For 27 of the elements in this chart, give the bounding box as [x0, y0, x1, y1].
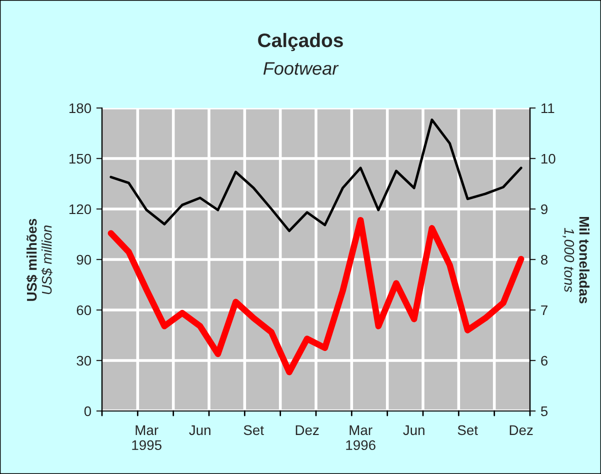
y2-tick-label: 9: [541, 204, 548, 214]
chart-subtitle: Footwear: [263, 62, 339, 75]
x-tick-label: Dez: [510, 425, 533, 436]
y2-tick-label: 10: [541, 154, 556, 164]
y2-axis-title: Mil toneladas 1,000 tons: [562, 216, 590, 304]
y2-tick-label: 11: [541, 103, 554, 114]
y2-tick-label: 8: [541, 254, 548, 265]
x-tick-label: Set: [244, 425, 264, 436]
y-tick-label: 0: [84, 406, 92, 416]
y-tick-label: 90: [76, 254, 92, 265]
x-tick-label: Jun: [189, 425, 210, 436]
line-series: [110, 118, 522, 232]
x-tick-label: Jun: [403, 425, 424, 436]
y-tick-label: 30: [76, 356, 92, 366]
y-axis-title: US$ milhões US$ million: [26, 218, 53, 301]
x-tick-label: Dez: [296, 425, 319, 436]
y-tick-label: 150: [69, 154, 92, 164]
x-tick-label: Set: [458, 425, 478, 436]
y2-tick-label: 5: [540, 406, 548, 416]
y-tick-label: 180: [69, 103, 92, 114]
y2-tick-label: 6: [541, 356, 548, 366]
y-tick-label: 60: [76, 305, 92, 316]
y2-tick-label: 7: [541, 305, 548, 316]
x-tick-label: Mar 1995: [132, 425, 162, 450]
y-tick-label: 120: [69, 204, 92, 214]
x-tick-label: Mar 1996: [346, 425, 376, 450]
chart-title: Calçados: [258, 32, 343, 52]
